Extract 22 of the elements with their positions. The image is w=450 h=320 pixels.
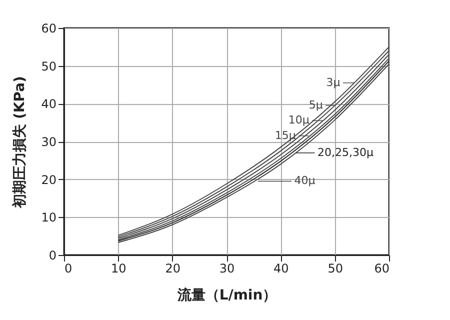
legend-label: 15μ — [274, 128, 296, 142]
y-tick-label: 60 — [41, 22, 56, 36]
y-tick-label: 40 — [41, 97, 56, 112]
legend-label: 10μ — [288, 114, 310, 127]
legend-label: 5μ — [308, 98, 323, 112]
y-axis-title: 初期圧力損失 (KPa) — [11, 76, 28, 209]
y-tick-label: 10 — [41, 210, 56, 225]
legend-label: 3μ — [326, 76, 340, 89]
x-tick-label: 40 — [274, 262, 289, 276]
y-tick-label: 30 — [41, 135, 56, 149]
x-tick-label: 10 — [111, 262, 126, 276]
y-tick-label: 20 — [41, 172, 56, 187]
x-tick-label: 0 — [64, 262, 72, 276]
x-tick-label: 60 — [374, 262, 390, 276]
series-label: 20,25,30μ — [318, 146, 374, 159]
y-tick-label: 50 — [41, 59, 56, 74]
x-tick-label: 20 — [165, 262, 180, 276]
y-tick-label: 0 — [48, 248, 56, 262]
x-tick-label: 50 — [328, 262, 343, 276]
x-tick-label: 30 — [219, 262, 235, 276]
series-label: 40μ — [294, 174, 316, 188]
x-axis-title: 流量（L/min） — [176, 286, 277, 304]
